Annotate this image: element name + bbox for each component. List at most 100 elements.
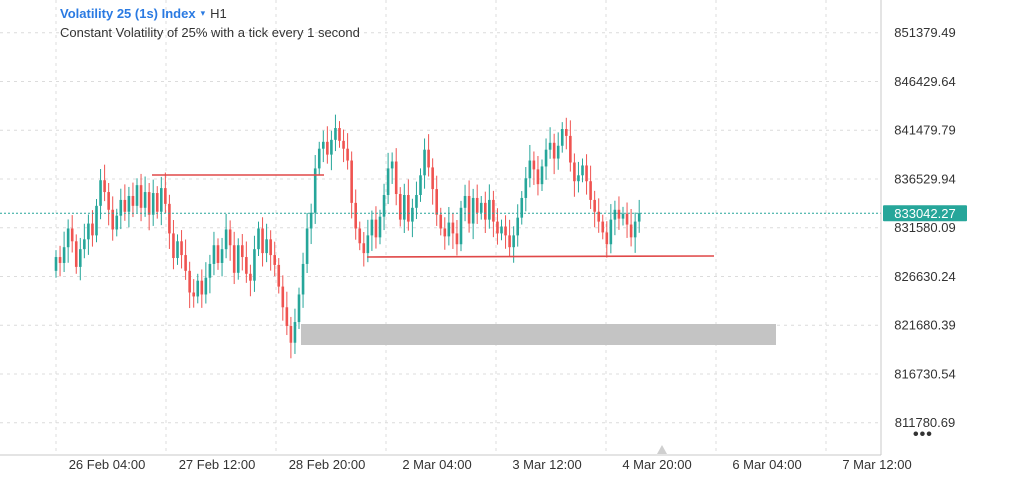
candle[interactable]	[192, 279, 195, 308]
candle[interactable]	[245, 241, 248, 283]
candle[interactable]	[74, 234, 78, 274]
candle[interactable]	[269, 230, 272, 271]
candle[interactable]	[439, 207, 443, 236]
candle[interactable]	[147, 182, 151, 231]
candle[interactable]	[415, 181, 418, 220]
candle[interactable]	[160, 176, 163, 226]
candle[interactable]	[83, 223, 86, 259]
candle[interactable]	[188, 261, 191, 309]
candle[interactable]	[285, 291, 289, 336]
candle[interactable]	[467, 180, 471, 233]
candle[interactable]	[123, 184, 127, 221]
candle[interactable]	[330, 130, 333, 171]
candle[interactable]	[342, 129, 345, 163]
candle[interactable]	[565, 117, 568, 150]
candle[interactable]	[536, 156, 540, 196]
symbol-title[interactable]: Volatility 25 (1s) Index	[60, 6, 196, 21]
candle[interactable]	[573, 153, 576, 197]
y-axis[interactable]: 851379.49 846429.64 841479.79 836529.94 8315…	[894, 25, 955, 430]
candle[interactable]	[479, 195, 483, 220]
candle[interactable]	[200, 269, 204, 308]
candle[interactable]	[451, 213, 455, 249]
candle[interactable]	[354, 189, 357, 240]
candle[interactable]	[99, 169, 102, 220]
candle[interactable]	[597, 198, 600, 233]
candle[interactable]	[423, 138, 426, 189]
candle[interactable]	[277, 258, 281, 294]
candle[interactable]	[471, 188, 475, 240]
candle[interactable]	[496, 208, 499, 245]
candle[interactable]	[62, 231, 66, 273]
candle[interactable]	[180, 230, 183, 269]
candle[interactable]	[544, 138, 548, 180]
candle[interactable]	[119, 188, 123, 230]
candle[interactable]	[261, 217, 264, 267]
candle[interactable]	[403, 183, 406, 234]
candle[interactable]	[220, 237, 224, 277]
candle[interactable]	[232, 231, 236, 285]
candle[interactable]	[216, 238, 220, 270]
candle[interactable]	[66, 219, 70, 263]
candle[interactable]	[139, 173, 143, 222]
candle[interactable]	[560, 122, 564, 153]
candle[interactable]	[326, 126, 329, 164]
more-options-icon[interactable]: •••	[913, 426, 933, 443]
candle[interactable]	[492, 190, 495, 238]
candle[interactable]	[253, 235, 256, 292]
candle[interactable]	[204, 262, 208, 304]
candle[interactable]	[516, 204, 519, 247]
candle[interactable]	[79, 237, 82, 281]
candle[interactable]	[411, 198, 414, 238]
candle[interactable]	[459, 200, 463, 252]
candle[interactable]	[378, 209, 382, 245]
x-axis[interactable]: 26 Feb 04:00 27 Feb 12:00 28 Feb 20:00 2 Ma…	[69, 457, 912, 472]
candle[interactable]	[637, 199, 641, 233]
candle[interactable]	[95, 198, 98, 243]
candle[interactable]	[431, 158, 434, 205]
candle[interactable]	[224, 213, 228, 259]
support-line[interactable]	[366, 255, 715, 258]
candle[interactable]	[520, 191, 524, 225]
candle[interactable]	[548, 127, 552, 159]
candle[interactable]	[370, 210, 374, 251]
candle[interactable]	[107, 182, 110, 226]
candle[interactable]	[374, 206, 378, 249]
candle[interactable]	[589, 165, 592, 209]
candle[interactable]	[127, 186, 131, 228]
candle[interactable]	[475, 184, 479, 224]
candle[interactable]	[504, 215, 507, 249]
candle[interactable]	[577, 161, 580, 193]
candle[interactable]	[556, 132, 560, 170]
candle[interactable]	[633, 212, 637, 253]
support-zone[interactable]	[301, 324, 776, 345]
candle[interactable]	[346, 133, 349, 170]
candle[interactable]	[629, 208, 633, 247]
candle[interactable]	[407, 179, 410, 231]
candle[interactable]	[273, 241, 276, 277]
candle[interactable]	[317, 141, 321, 176]
candle[interactable]	[297, 287, 301, 329]
candle[interactable]	[447, 207, 451, 246]
candle[interactable]	[524, 167, 528, 212]
candle[interactable]	[358, 221, 362, 251]
candle[interactable]	[293, 308, 297, 354]
candle[interactable]	[212, 231, 216, 276]
candle[interactable]	[91, 210, 94, 247]
candle[interactable]	[70, 215, 74, 253]
candle[interactable]	[390, 152, 394, 184]
candle[interactable]	[621, 206, 625, 226]
symbol-dropdown-icon[interactable]: ▾	[200, 8, 206, 18]
candle[interactable]	[484, 191, 487, 234]
candle[interactable]	[443, 217, 447, 250]
timeframe-label[interactable]: H1	[210, 6, 227, 21]
candle[interactable]	[617, 196, 621, 230]
candle[interactable]	[176, 234, 179, 265]
candle[interactable]	[540, 159, 544, 192]
candle[interactable]	[111, 196, 114, 241]
candle[interactable]	[265, 223, 268, 263]
candle[interactable]	[257, 221, 260, 257]
candle[interactable]	[172, 220, 175, 270]
candle[interactable]	[301, 252, 305, 308]
candle[interactable]	[228, 220, 232, 261]
